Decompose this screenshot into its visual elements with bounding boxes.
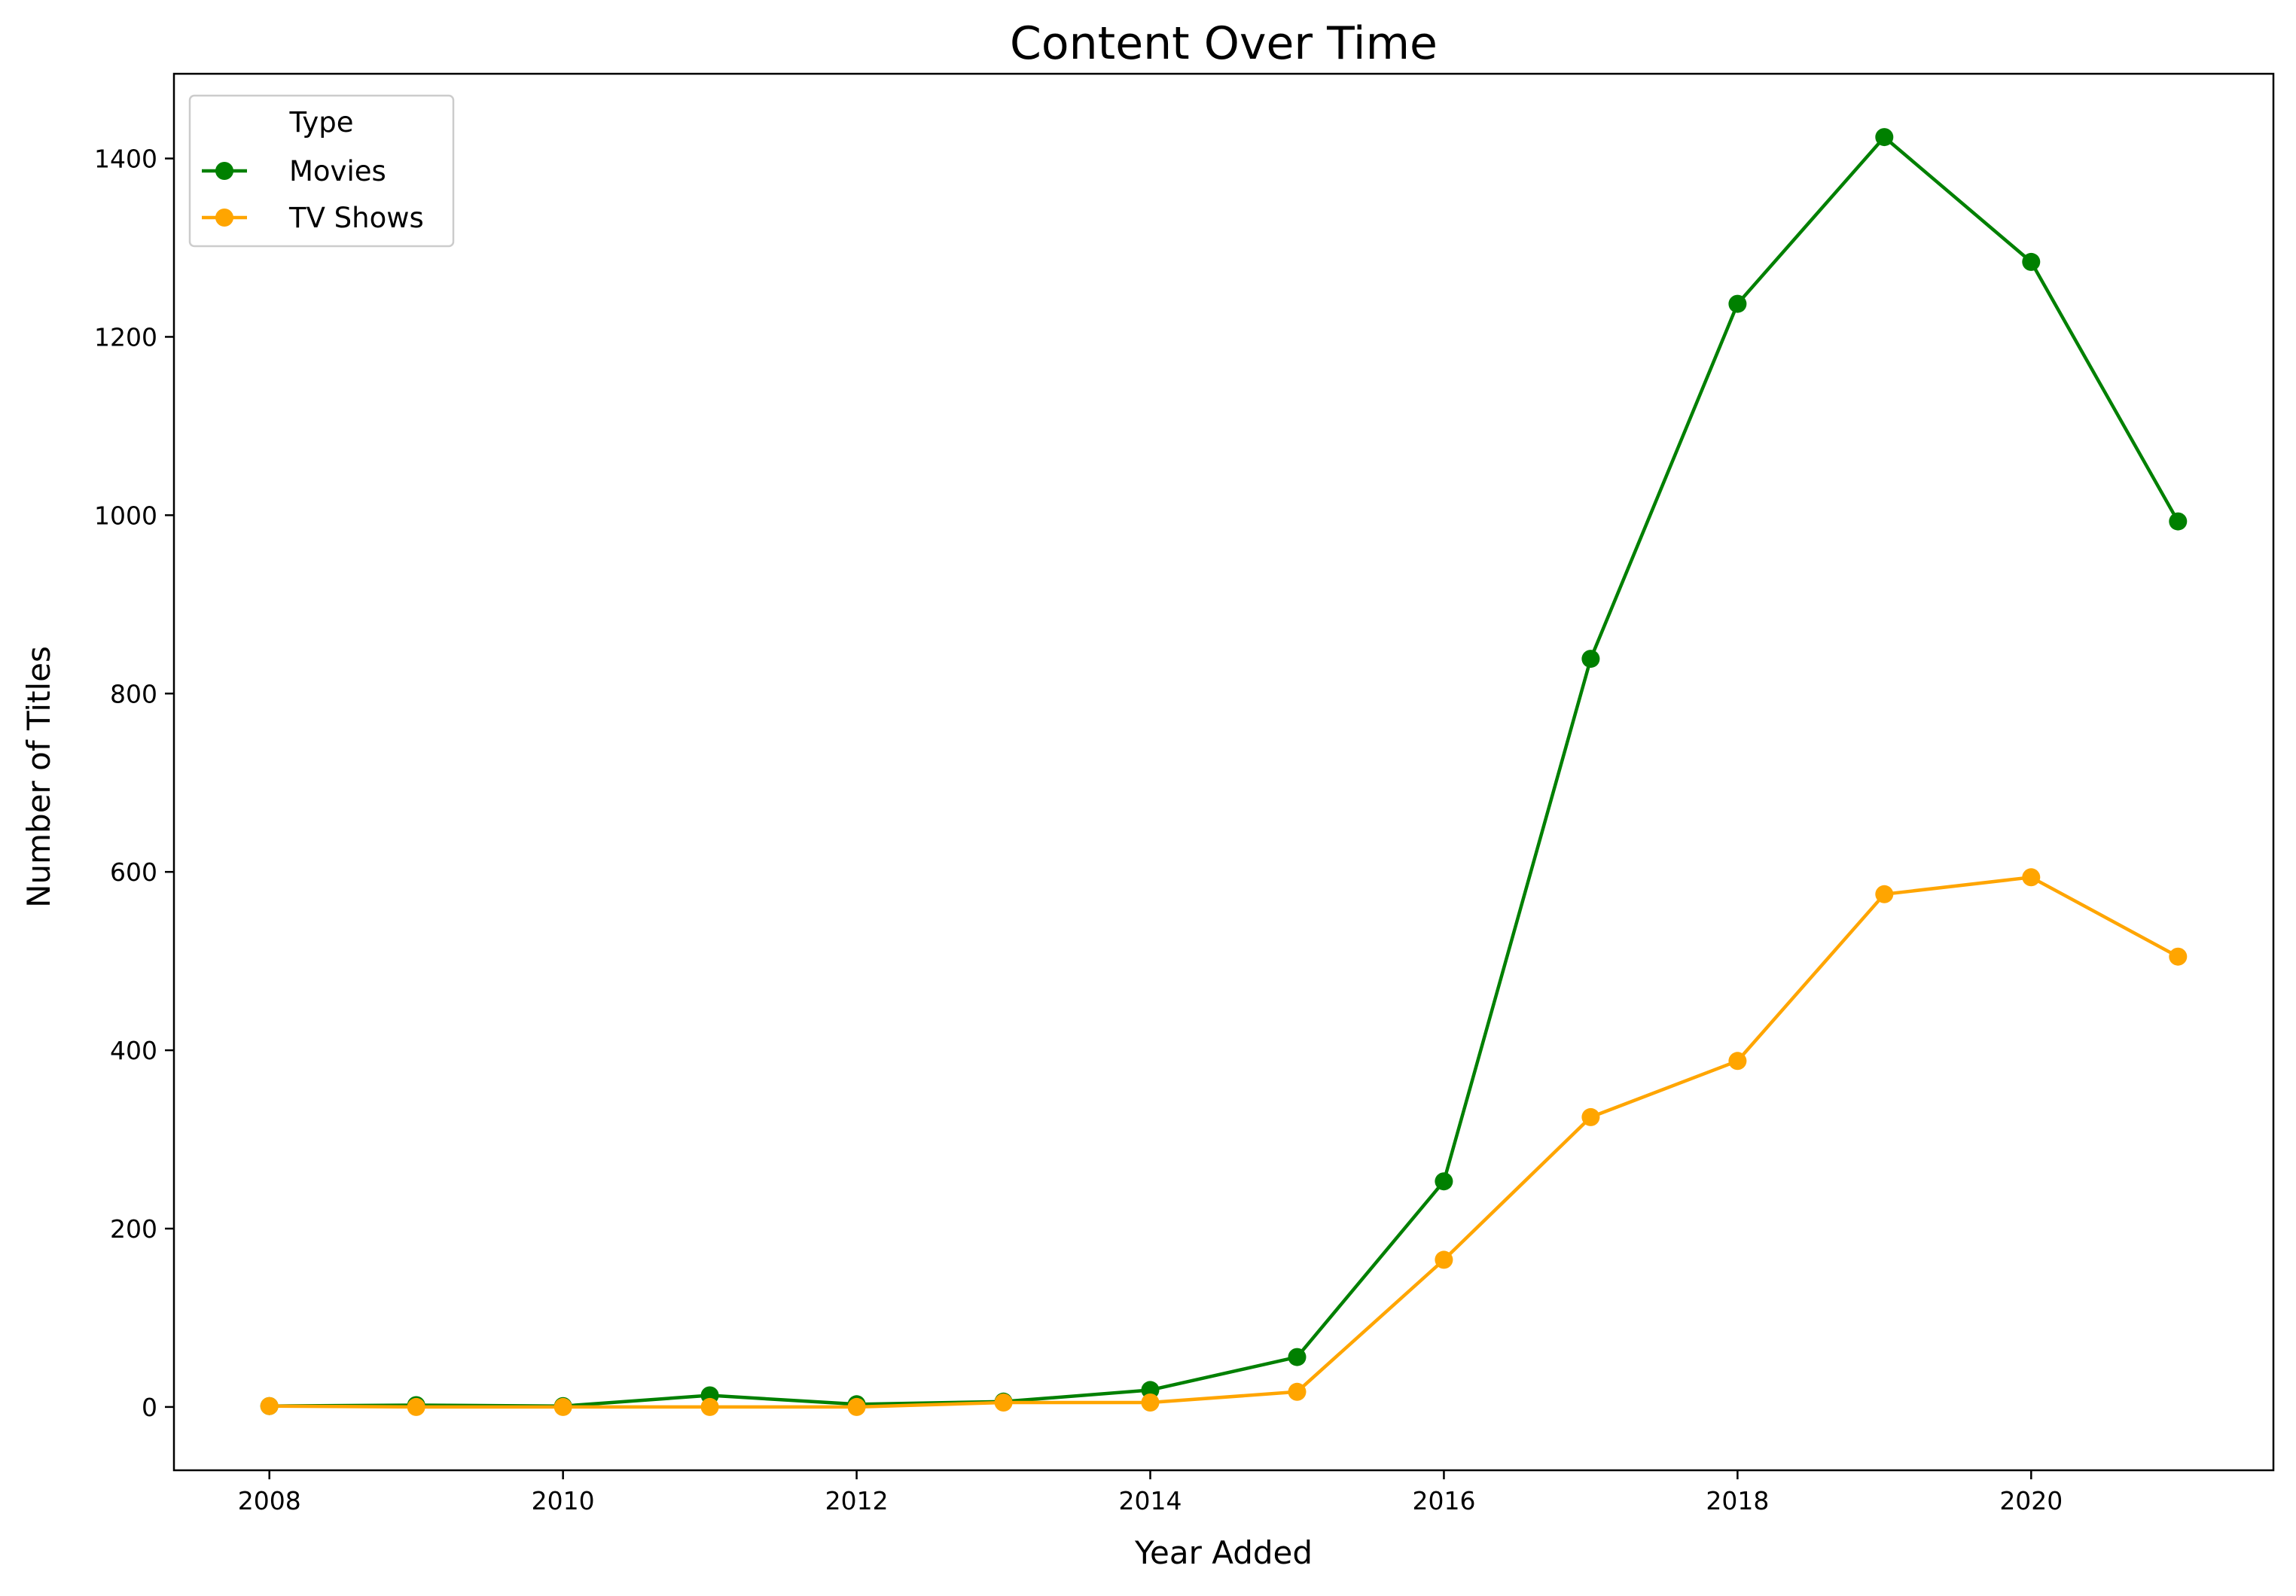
data-point <box>260 1396 279 1415</box>
y-tick-label: 1000 <box>94 501 157 530</box>
y-tick-label: 1400 <box>94 145 157 174</box>
axes-frame <box>172 72 2275 1472</box>
data-point <box>1728 1052 1747 1071</box>
chart-title: Content Over Time <box>1010 17 1438 70</box>
series-line <box>269 135 2180 1408</box>
data-point <box>1288 1382 1307 1401</box>
axes-group: 2008 2010 2012 2014 2016 2018 2020 0 200 400 600 80… <box>94 72 2275 1515</box>
data-point <box>407 1397 425 1416</box>
x-tick-label: 2018 <box>1706 1486 1769 1515</box>
data-point <box>1141 1381 1160 1400</box>
series-tv-shows <box>260 868 2188 1416</box>
data-point <box>1288 1348 1307 1366</box>
plot-area-group <box>260 128 2188 1416</box>
data-point <box>1875 885 1894 903</box>
data-point <box>994 1393 1013 1412</box>
y-tick-label: 800 <box>110 679 157 708</box>
data-point <box>1875 128 1894 147</box>
x-tick-label: 2016 <box>1412 1486 1475 1515</box>
data-point <box>1581 1107 1600 1126</box>
x-tick-label: 2012 <box>825 1486 889 1515</box>
legend-marker-swatch <box>215 162 233 180</box>
legend-box <box>188 94 455 248</box>
data-point <box>2169 512 2188 531</box>
data-point <box>1141 1393 1160 1412</box>
x-tick-label: 2010 <box>532 1486 595 1515</box>
data-point <box>2022 868 2041 887</box>
series-movies <box>260 128 2188 1415</box>
x-tick-label: 2020 <box>1999 1486 2063 1515</box>
data-point <box>1435 1172 1453 1191</box>
series-line <box>269 876 2179 1409</box>
y-tick-label: 400 <box>110 1036 157 1065</box>
legend: Type Movies TV Shows <box>188 94 455 248</box>
y-axis-title: Number of Titles <box>20 646 57 908</box>
legend-label: TV Shows <box>288 202 424 234</box>
data-point <box>1728 294 1747 313</box>
data-point <box>700 1397 719 1416</box>
x-tick-label: 2014 <box>1119 1486 1182 1515</box>
data-point <box>1435 1250 1453 1269</box>
y-tick-label: 200 <box>110 1214 157 1244</box>
legend-item: Movies <box>202 155 386 187</box>
legend-title: Type <box>289 106 354 139</box>
y-tick-label: 1200 <box>94 322 157 352</box>
y-tick-label: 0 <box>142 1393 157 1422</box>
y-tick-label: 600 <box>110 857 157 887</box>
legend-marker-swatch <box>215 209 233 227</box>
x-axis-title: Year Added <box>1134 1534 1313 1571</box>
data-point <box>2022 252 2041 271</box>
data-point <box>847 1397 866 1416</box>
data-point <box>2169 947 2188 966</box>
x-tick-label: 2008 <box>238 1486 301 1515</box>
data-point <box>1581 650 1600 669</box>
legend-label: Movies <box>289 155 386 187</box>
legend-item: TV Shows <box>202 202 424 234</box>
data-point <box>553 1397 572 1416</box>
